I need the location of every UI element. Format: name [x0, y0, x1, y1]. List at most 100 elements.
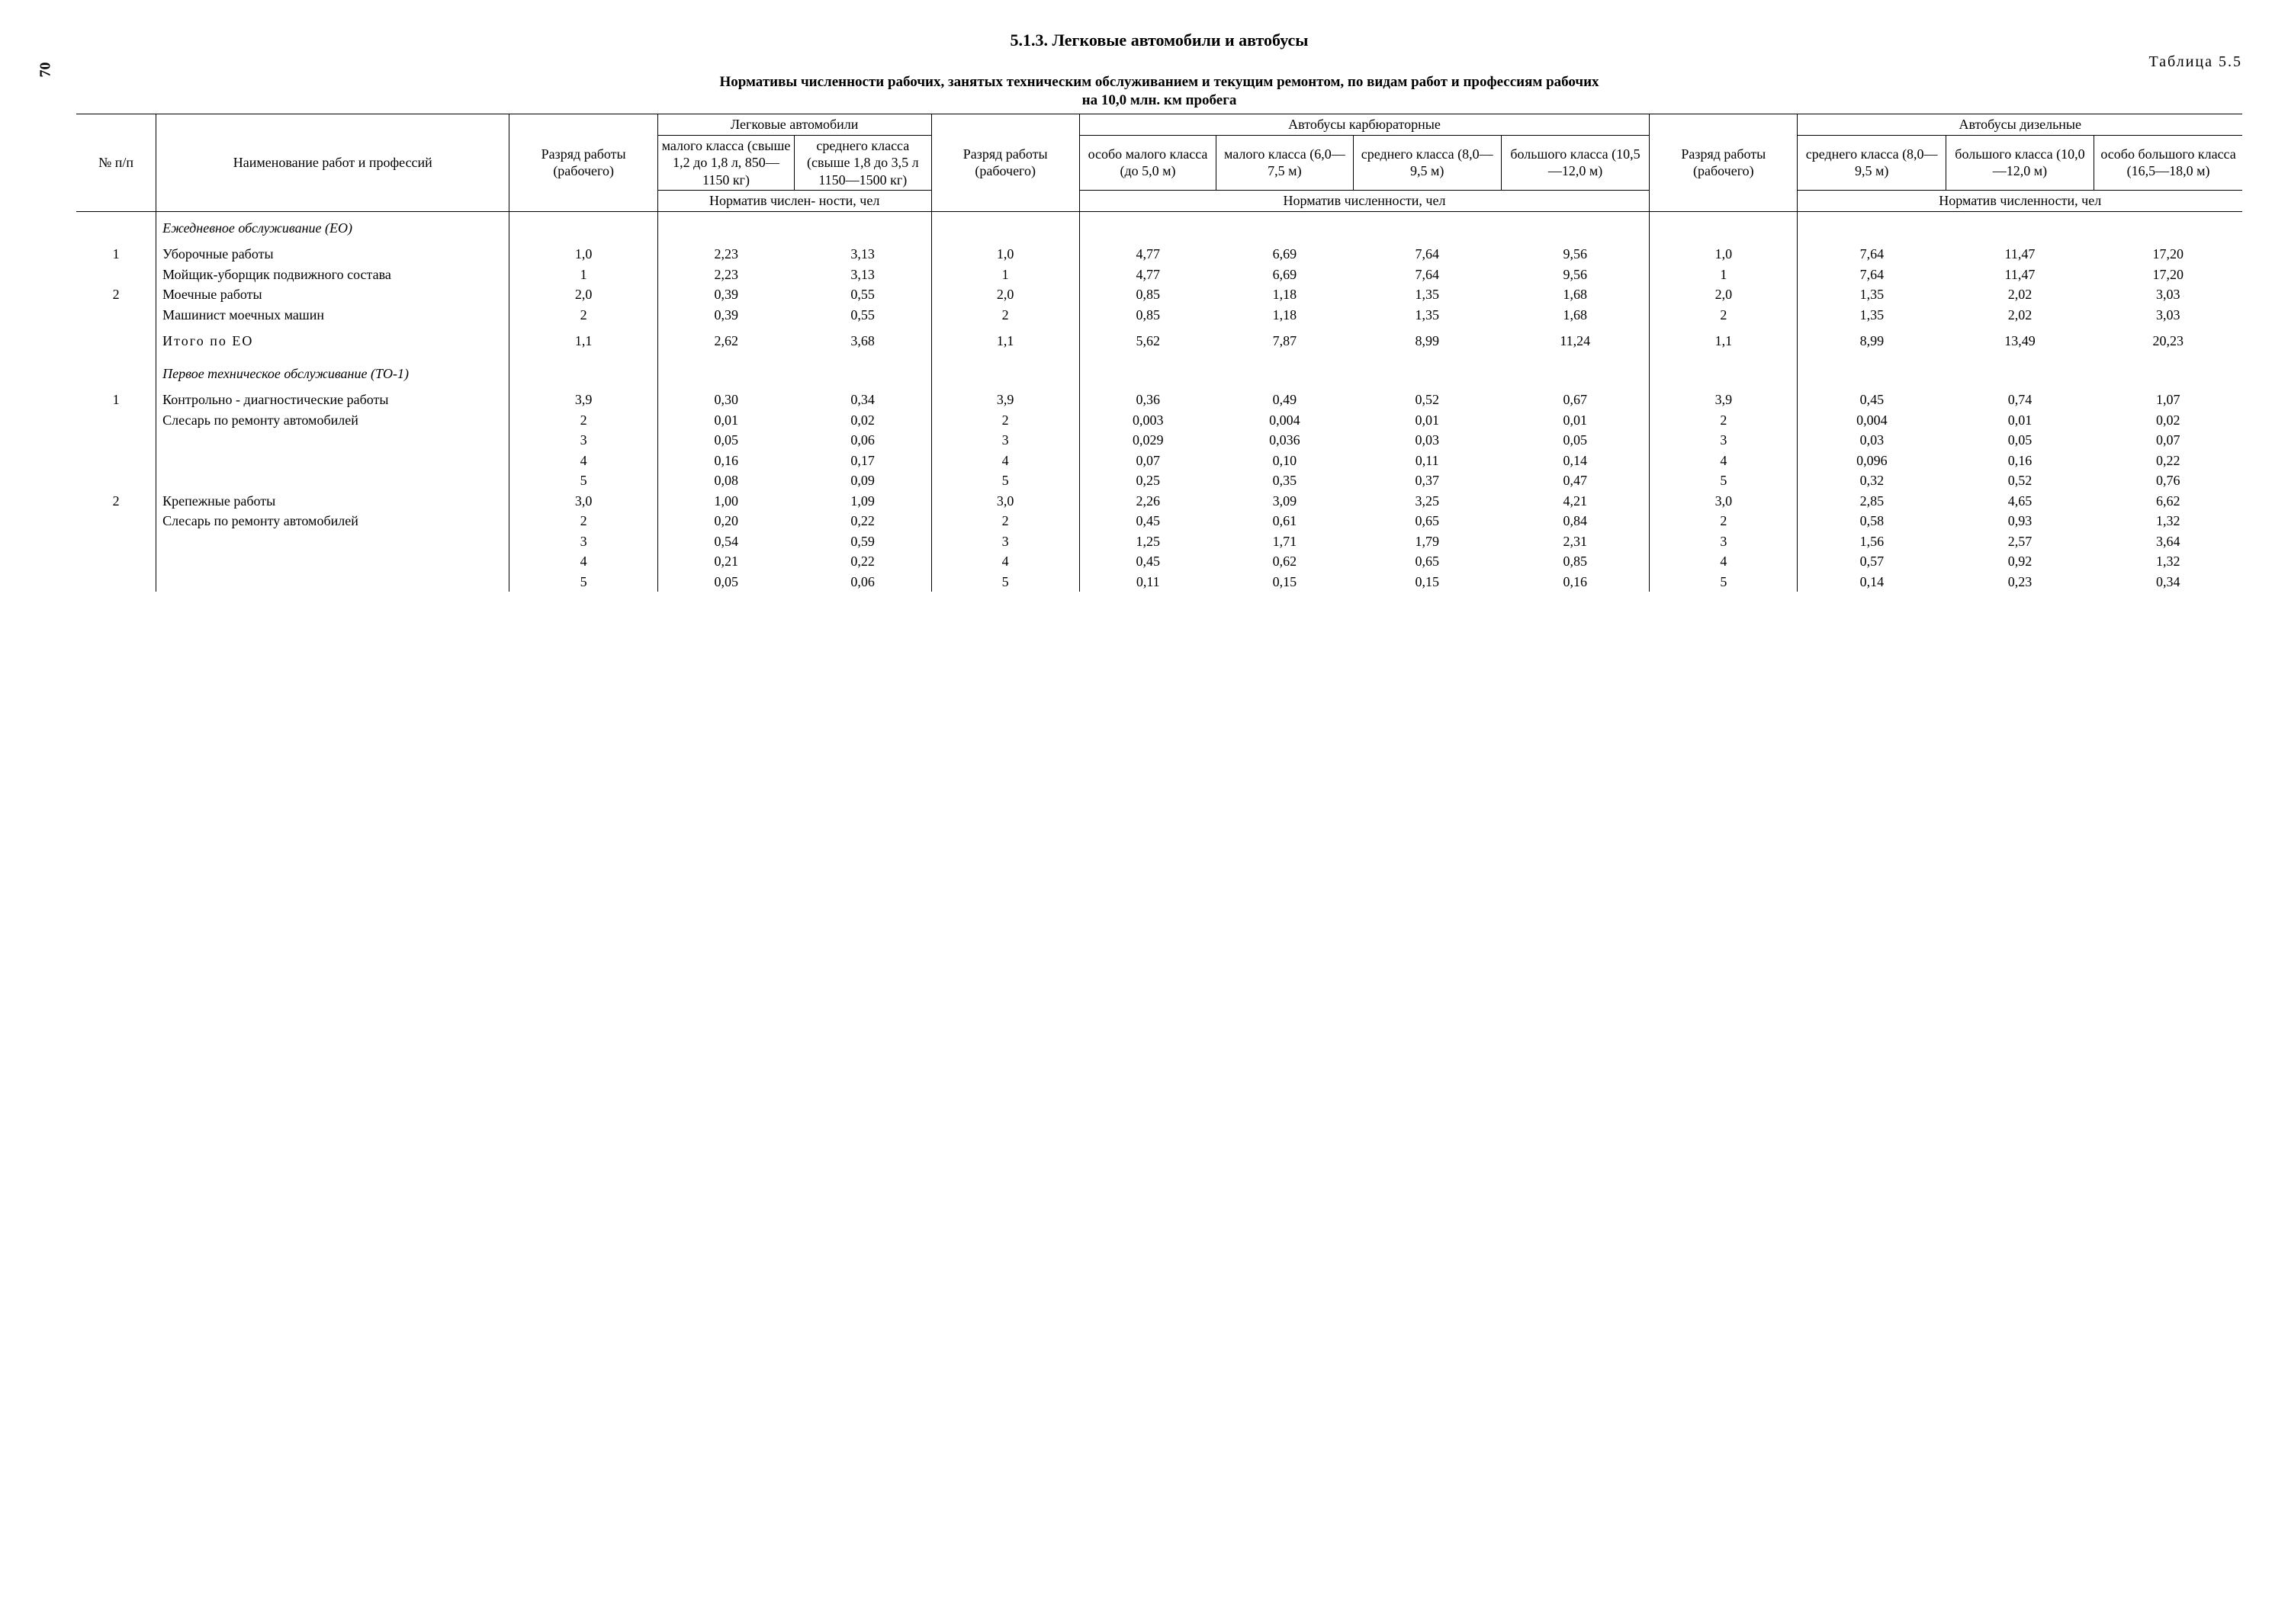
hdr-group-bus-diesel: Автобусы дизельные [1798, 114, 2242, 136]
table-cell: 0,92 [1946, 551, 2094, 572]
table-cell: 0,49 [1216, 390, 1353, 410]
table-cell: 2,31 [1501, 531, 1649, 552]
hdr-bus-large: большого класса (10,5—12,0 м) [1501, 135, 1649, 191]
table-cell: 0,096 [1798, 451, 1946, 471]
table-cell: 5 [509, 572, 657, 592]
hdr-razryad-2: Разряд работы (рабочего) [931, 114, 1079, 212]
table-row: 50,050,0650,110,150,150,1650,140,230,34 [76, 572, 2242, 592]
hdr-group-bus-carb: Автобусы карбюраторные [1079, 114, 1649, 136]
table-cell: 1,35 [1798, 284, 1946, 305]
table-cell: 0,01 [1353, 410, 1501, 431]
table-cell: 1,1 [931, 325, 1079, 358]
table-cell: Моечные работы [156, 284, 509, 305]
hdr-norm-1: Норматив числен- ности, чел [657, 191, 931, 212]
table-cell: 6,69 [1216, 265, 1353, 285]
table-row: 30,050,0630,0290,0360,030,0530,030,050,0… [76, 430, 2242, 451]
table-cell: 0,55 [795, 305, 931, 326]
table-cell: 2 [76, 491, 156, 512]
table-cell: 0,85 [1079, 284, 1216, 305]
table-cell [76, 305, 156, 326]
table-cell: 0,16 [1501, 572, 1649, 592]
table-cell: 0,62 [1216, 551, 1353, 572]
table-row: Итого по ЕО1,12,623,681,15,627,878,9911,… [76, 325, 2242, 358]
table-cell [1650, 358, 1798, 390]
table-cell: 0,05 [1501, 430, 1649, 451]
table-cell: 1 [76, 390, 156, 410]
table-cell: 1,18 [1216, 305, 1353, 326]
table-cell: 1,25 [1079, 531, 1216, 552]
table-cell: 3,03 [2094, 284, 2242, 305]
table-cell [657, 358, 794, 390]
table-cell: 0,05 [657, 430, 794, 451]
hdr-dz-xlarge: особо большого класса (16,5—18,0 м) [2094, 135, 2242, 191]
table-cell: 0,02 [795, 410, 931, 431]
table-cell: 0,029 [1079, 430, 1216, 451]
table-cell: 0,57 [1798, 551, 1946, 572]
table-cell: 8,99 [1353, 325, 1501, 358]
table-cell: 3,9 [1650, 390, 1798, 410]
hdr-razryad-3: Разряд работы (рабочего) [1650, 114, 1798, 212]
table-cell: 20,23 [2094, 325, 2242, 358]
table-cell: 0,47 [1501, 470, 1649, 491]
table-cell: 0,06 [795, 572, 931, 592]
table-cell: 2 [1650, 305, 1798, 326]
hdr-num: № п/п [76, 114, 156, 212]
table-cell [156, 551, 509, 572]
table-header: № п/п Наименование работ и профессий Раз… [76, 114, 2242, 212]
table-cell: 0,58 [1798, 511, 1946, 531]
table-cell: 2,23 [657, 244, 794, 265]
table-cell: 2,62 [657, 325, 794, 358]
table-cell: 2,0 [931, 284, 1079, 305]
table-cell: 0,39 [657, 305, 794, 326]
table-cell [156, 451, 509, 471]
table-cell: 3,9 [931, 390, 1079, 410]
table-row: 1Уборочные работы1,02,233,131,04,776,697… [76, 244, 2242, 265]
table-cell: 0,22 [795, 551, 931, 572]
table-cell: Итого по ЕО [156, 325, 509, 358]
table-cell: 0,10 [1216, 451, 1353, 471]
table-cell: 0,35 [1216, 470, 1353, 491]
table-cell: 1 [76, 244, 156, 265]
hdr-norm-2: Норматив численности, чел [1079, 191, 1649, 212]
table-cell: 0,25 [1079, 470, 1216, 491]
table-cell: 0,67 [1501, 390, 1649, 410]
table-cell [76, 265, 156, 285]
table-cell: 4 [509, 451, 657, 471]
table-row: Слесарь по ремонту автомобилей20,200,222… [76, 511, 2242, 531]
table-row: Машинист моечных машин20,390,5520,851,18… [76, 305, 2242, 326]
table-cell: 1,32 [2094, 511, 2242, 531]
table-cell: 2 [76, 284, 156, 305]
table-cell [1216, 358, 1353, 390]
table-cell: 3,0 [931, 491, 1079, 512]
table-cell: 4 [1650, 551, 1798, 572]
table-cell: 0,22 [2094, 451, 2242, 471]
table-row: 40,160,1740,070,100,110,1440,0960,160,22 [76, 451, 2242, 471]
hdr-car-small: малого класса (свыше 1,2 до 1,8 л, 850—1… [657, 135, 794, 191]
table-cell: 0,37 [1353, 470, 1501, 491]
table-cell: 2 [931, 511, 1079, 531]
table-cell: 0,17 [795, 451, 931, 471]
table-cell: 2 [1650, 410, 1798, 431]
table-cell: 2 [509, 305, 657, 326]
table-cell: 0,20 [657, 511, 794, 531]
table-cell: 0,14 [1501, 451, 1649, 471]
table-cell: 0,54 [657, 531, 794, 552]
table-cell: 0,14 [1798, 572, 1946, 592]
table-cell: 0,07 [1079, 451, 1216, 471]
table-row: 40,210,2240,450,620,650,8540,570,921,32 [76, 551, 2242, 572]
hdr-dz-mid: среднего класса (8,0—9,5 м) [1798, 135, 1946, 191]
hdr-razryad-1: Разряд работы (рабочего) [509, 114, 657, 212]
table-cell: 0,11 [1353, 451, 1501, 471]
table-cell: 6,62 [2094, 491, 2242, 512]
table-cell: 2,26 [1079, 491, 1216, 512]
table-cell [1353, 358, 1501, 390]
table-cell: 0,23 [1946, 572, 2094, 592]
table-caption-1: Нормативы численности рабочих, занятых т… [76, 74, 2242, 91]
table-cell: 0,32 [1798, 470, 1946, 491]
table-cell: 0,85 [1501, 551, 1649, 572]
table-cell: 13,49 [1946, 325, 2094, 358]
table-cell: 0,59 [795, 531, 931, 552]
table-cell: 0,45 [1798, 390, 1946, 410]
section-row: Первое техническое обслуживание (ТО-1) [76, 358, 2242, 390]
table-cell [509, 211, 657, 244]
